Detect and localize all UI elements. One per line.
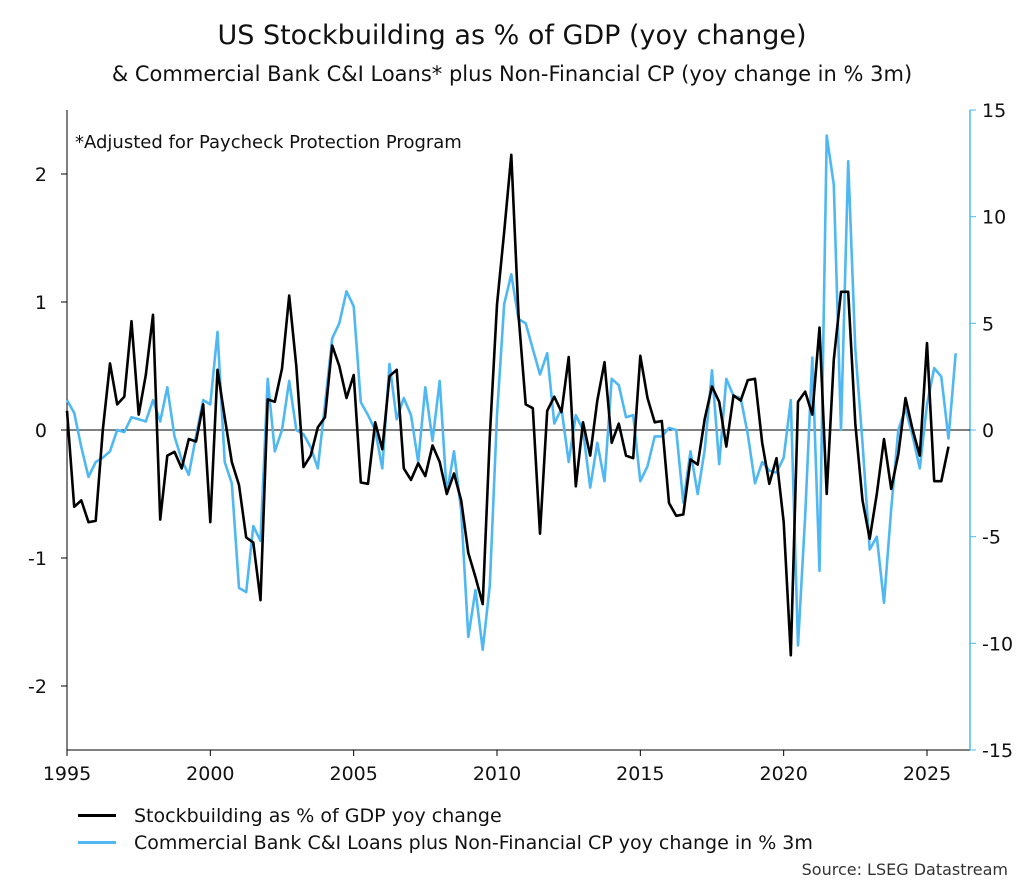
chart-legend: Stockbuilding as % of GDP yoy change Com… [78,802,813,856]
series-line-stockbuilding [65,153,950,657]
right-tick-label: -5 [982,527,1001,549]
legend-swatch-black [78,814,116,817]
legend-item-stockbuilding: Stockbuilding as % of GDP yoy change [78,802,813,829]
right-tick-label: 15 [982,100,1006,122]
x-tick-label: 2000 [186,763,234,785]
x-tick-label: 2015 [616,763,664,785]
series-line-loans [65,134,957,652]
x-tick-label: 2025 [903,763,951,785]
legend-swatch-blue [78,841,116,844]
left-tick-label: 2 [35,164,47,186]
right-tick-label: 5 [982,313,994,335]
left-tick-label: -2 [28,676,47,698]
left-tick-label: 1 [35,292,47,314]
right-tick-label: 10 [982,207,1006,229]
legend-label-stockbuilding: Stockbuilding as % of GDP yoy change [134,804,502,827]
chart-annotation: *Adjusted for Paycheck Protection Progra… [75,132,462,153]
source-note: Source: LSEG Datastream [801,860,1008,879]
x-tick-label: 1995 [43,763,91,785]
legend-label-loans: Commercial Bank C&I Loans plus Non-Finan… [134,831,813,854]
chart-subtitle: & Commercial Bank C&I Loans* plus Non-Fi… [111,62,913,86]
x-tick-label: 2010 [473,763,521,785]
chart-title: US Stockbuilding as % of GDP (yoy change… [217,20,807,51]
right-tick-label: -10 [982,633,1013,655]
left-tick-label: 0 [35,420,47,442]
x-tick-label: 2005 [329,763,377,785]
right-tick-label: 0 [982,420,994,442]
legend-item-loans: Commercial Bank C&I Loans plus Non-Finan… [78,829,813,856]
right-tick-label: -15 [982,740,1013,762]
left-tick-label: -1 [28,548,47,570]
x-tick-label: 2020 [759,763,807,785]
